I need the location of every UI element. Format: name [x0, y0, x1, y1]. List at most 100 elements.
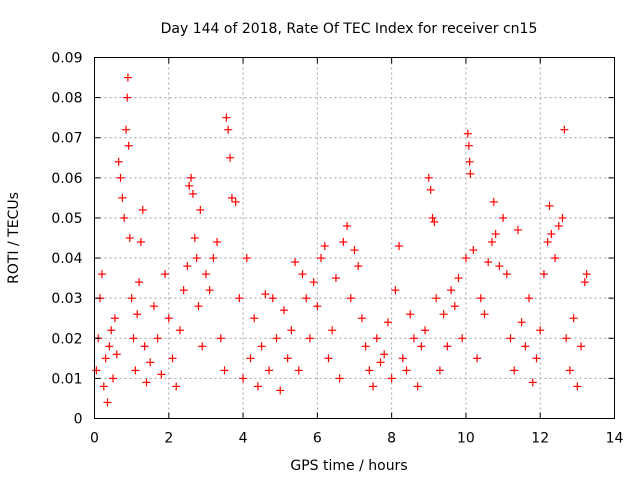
data-point	[142, 378, 151, 387]
data-point	[365, 366, 374, 375]
data-point	[383, 318, 392, 327]
data-point	[350, 246, 359, 255]
data-point	[213, 238, 222, 247]
data-point	[185, 181, 194, 190]
data-point	[279, 306, 288, 315]
data-point	[110, 314, 119, 323]
plot-frame	[94, 57, 615, 419]
data-point	[582, 270, 591, 279]
data-point	[398, 354, 407, 363]
data-point	[517, 318, 526, 327]
y-tick-label: 0.03	[51, 291, 82, 307]
data-point	[491, 229, 500, 238]
data-point	[140, 342, 149, 351]
data-point	[222, 113, 231, 122]
data-point	[187, 173, 196, 182]
y-tick-label: 0.06	[51, 171, 82, 187]
data-point	[220, 366, 229, 375]
data-point	[198, 342, 207, 351]
data-point	[421, 326, 430, 335]
data-point	[175, 326, 184, 335]
x-tick-label: 10	[457, 431, 475, 447]
data-point	[354, 262, 363, 271]
data-point	[168, 354, 177, 363]
data-point	[424, 173, 433, 182]
data-point	[495, 262, 504, 271]
data-point	[464, 141, 473, 150]
data-point	[343, 221, 352, 230]
data-point	[146, 358, 155, 367]
grid-layer	[94, 57, 615, 419]
data-point	[539, 270, 548, 279]
data-point	[291, 258, 300, 267]
x-tick-label: 0	[90, 431, 99, 447]
data-point	[138, 205, 147, 214]
data-point	[190, 234, 199, 242]
data-point	[124, 141, 133, 150]
data-point	[480, 310, 489, 319]
data-point	[513, 225, 522, 234]
x-tick-label: 2	[164, 431, 173, 447]
data-point	[313, 302, 322, 311]
data-point	[430, 217, 439, 226]
data-point	[458, 334, 467, 343]
x-tick-label: 4	[239, 431, 248, 447]
data-point	[135, 278, 144, 287]
data-point	[406, 310, 415, 319]
data-point	[439, 310, 448, 319]
data-point	[577, 342, 586, 351]
data-point	[558, 213, 567, 222]
data-point	[499, 213, 508, 222]
data-point	[179, 286, 188, 295]
data-point	[463, 129, 472, 138]
data-point	[487, 238, 496, 247]
data-point	[109, 374, 118, 383]
data-point	[123, 73, 132, 82]
data-point	[298, 270, 307, 279]
y-tick-label: 0.05	[51, 211, 82, 227]
data-point	[565, 366, 574, 375]
data-point	[465, 157, 474, 166]
data-point	[435, 366, 444, 375]
data-point	[447, 286, 456, 295]
x-tick-label: 14	[606, 431, 624, 447]
data-point	[253, 382, 262, 391]
data-point	[276, 386, 285, 395]
data-point	[99, 382, 108, 391]
data-point	[387, 374, 396, 383]
data-point	[309, 278, 318, 287]
data-point	[123, 93, 132, 102]
ticks: 0 2 4 6 8 10 12 14 0 0.01 0.02 0.03 0.04 0.05 0.06 0.07…	[51, 51, 623, 447]
data-point	[157, 370, 166, 379]
data-point	[317, 254, 326, 263]
data-point	[188, 189, 197, 198]
data-point	[114, 157, 123, 166]
data-point	[380, 350, 389, 359]
data-point	[320, 242, 329, 251]
data-point	[426, 185, 435, 194]
data-point	[554, 221, 563, 230]
y-tick-label: 0.08	[51, 91, 82, 107]
data-point	[413, 382, 422, 391]
data-point	[183, 262, 192, 271]
data-point	[443, 342, 452, 351]
data-point	[268, 294, 277, 303]
data-point	[376, 358, 385, 367]
data-point	[395, 242, 404, 251]
data-point	[105, 342, 114, 351]
data-point	[227, 193, 236, 202]
data-point	[372, 334, 381, 343]
data-point	[125, 234, 134, 242]
data-point	[473, 354, 482, 363]
data-point	[528, 378, 537, 387]
y-tick-label: 0.01	[51, 371, 82, 387]
x-tick-label: 12	[531, 431, 549, 447]
data-point	[103, 398, 112, 407]
data-point	[562, 334, 571, 343]
data-point	[116, 173, 125, 182]
data-point	[201, 270, 210, 279]
y-tick-label: 0.07	[51, 131, 82, 147]
data-point	[283, 354, 292, 363]
data-point	[107, 326, 116, 335]
y-tick-label: 0	[74, 412, 83, 428]
